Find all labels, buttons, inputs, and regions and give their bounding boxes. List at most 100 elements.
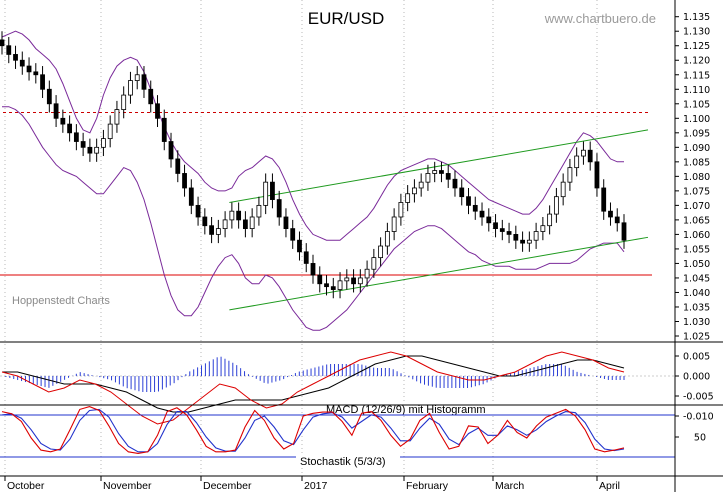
candle-body	[290, 228, 296, 241]
candle-body	[418, 181, 424, 189]
macd-line	[1, 351, 625, 425]
stochastic-panel: Stochastik (5/3/3)	[0, 406, 675, 468]
candle-body	[405, 193, 411, 203]
candle-body	[459, 187, 465, 198]
candle-body	[87, 146, 93, 154]
candle-body	[188, 187, 194, 206]
stoch-label-bg	[296, 454, 400, 467]
stoch-k-line	[1, 406, 625, 454]
candle-body	[391, 216, 397, 232]
candle-body	[506, 231, 512, 235]
candle-body	[195, 204, 201, 218]
candle-body	[526, 239, 532, 244]
candle-body	[94, 146, 100, 154]
month-label: October	[7, 480, 45, 492]
stoch-label: Stochastik (5/3/3)	[300, 456, 386, 468]
candle-body	[6, 45, 12, 55]
price-tick-label: 1.070	[683, 201, 710, 212]
candle-body	[67, 123, 73, 134]
macd-tick-label: -0.005	[683, 392, 714, 403]
source-label: Hoppenstedt Charts	[12, 295, 110, 307]
bollinger-upper-band	[1, 30, 624, 241]
candle-body	[412, 187, 417, 195]
price-tick-label: 1.130	[683, 27, 710, 38]
candle-body	[581, 149, 586, 157]
candle-body	[614, 216, 620, 224]
candle-body	[0, 39, 5, 47]
price-tick-label: 1.135	[683, 12, 710, 23]
candle-body	[533, 231, 539, 241]
month-label: February	[406, 480, 449, 492]
candle-body	[155, 103, 160, 119]
price-axis-ticks: 1.135 1.130 1.125 1.120 1.115 1.110 1.105 1.100…	[675, 12, 710, 343]
candle-body	[574, 155, 580, 169]
candle-body	[594, 161, 600, 189]
candle-body	[466, 196, 471, 206]
candle-body	[560, 181, 566, 198]
price-tick-label: 1.100	[683, 114, 710, 125]
candle-body	[128, 80, 133, 96]
candle-body	[337, 280, 343, 290]
candle-body	[608, 210, 613, 218]
macd-label: MACD (12/26/9) mit Histogramm	[326, 404, 486, 416]
candle-body	[567, 167, 573, 183]
candle-body	[40, 74, 45, 90]
macd-tick-label: 0.005	[683, 352, 710, 363]
candle-body	[148, 88, 154, 105]
month-label: 2017	[304, 480, 328, 492]
price-tick-label: 1.080	[683, 172, 710, 183]
month-label: November	[103, 480, 152, 492]
candle-body	[452, 178, 458, 189]
candlesticks	[0, 31, 627, 299]
candle-body	[547, 213, 553, 227]
price-tick-label: 1.030	[683, 317, 710, 328]
candle-body	[330, 286, 336, 290]
price-tick-label: 1.105	[683, 99, 710, 110]
candle-body	[472, 204, 478, 212]
candle-body	[256, 204, 262, 218]
stoch-d-line	[1, 408, 625, 453]
candle-body	[222, 219, 228, 230]
price-tick-label: 1.025	[683, 332, 710, 343]
candle-body	[553, 196, 559, 215]
site-watermark: www.chartbuero.de	[544, 11, 656, 26]
candle-body	[364, 268, 370, 279]
candle-body	[351, 277, 356, 285]
candle-body	[46, 88, 52, 105]
channel-upper-line	[229, 129, 649, 203]
price-tick-label: 1.085	[683, 157, 710, 168]
candle-body	[13, 54, 18, 61]
candle-body	[19, 59, 25, 67]
candle-body	[73, 132, 79, 142]
candle-body	[249, 216, 255, 230]
candle-body	[114, 109, 120, 125]
macd-tick-label: -0.010	[683, 412, 714, 423]
candle-body	[621, 222, 627, 241]
chart-title: EUR/USD	[308, 9, 385, 28]
month-label: March	[495, 480, 524, 492]
macd-histogram	[5, 356, 625, 392]
candle-body	[425, 173, 431, 183]
candle-body	[439, 170, 444, 174]
price-tick-label: 1.060	[683, 230, 710, 241]
candle-body	[601, 187, 607, 212]
candle-body	[520, 239, 525, 244]
candle-body	[540, 225, 546, 232]
candle-body	[101, 138, 106, 148]
candle-body	[371, 257, 377, 270]
candle-body	[357, 277, 363, 285]
price-tick-label: 1.050	[683, 259, 710, 270]
stoch-tick-label: 50	[694, 433, 706, 444]
stoch-axis-ticks: 50	[675, 433, 706, 444]
candle-body	[33, 71, 39, 76]
price-tick-label: 1.095	[683, 128, 710, 139]
candle-body	[432, 170, 438, 174]
price-tick-label: 1.115	[683, 70, 710, 81]
macd-axis-ticks: 0.005 0.000 -0.005 -0.010	[675, 352, 714, 423]
month-label: April	[599, 480, 620, 492]
candle-body	[121, 94, 127, 110]
price-tick-label: 1.090	[683, 143, 710, 154]
